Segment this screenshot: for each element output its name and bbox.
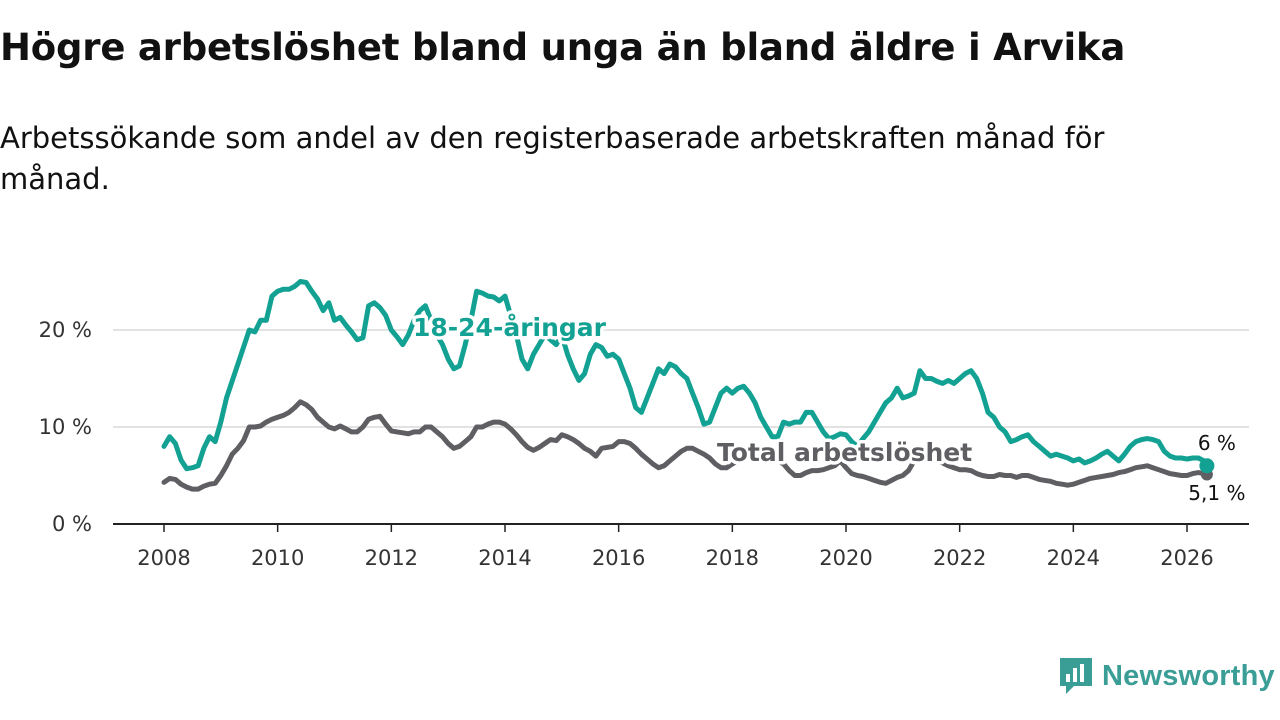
x-tick-label: 2026 xyxy=(1160,546,1213,570)
x-tick-label: 2014 xyxy=(478,546,531,570)
x-tick-label: 2012 xyxy=(365,546,418,570)
series-line-18-24-ringar xyxy=(161,279,1210,472)
end-value-label-youth: 6 % xyxy=(1198,431,1236,455)
newsworthy-logo: Newsworthy xyxy=(1058,655,1275,697)
series-label-youth: 18-24-åringar xyxy=(413,313,607,342)
end-value-label-total: 5,1 % xyxy=(1188,481,1245,505)
label-layer: 18-24-åringar Total arbetslöshet 6 % 5,1 % xyxy=(410,310,1249,509)
chart-title: Högre arbetslöshet bland unga än bland ä… xyxy=(0,26,1126,69)
series-line-total-arbetsl-shet xyxy=(161,399,1210,492)
series-layer xyxy=(161,279,1215,492)
x-tick-label: 2018 xyxy=(706,546,759,570)
chart-subtitle: Arbetssökande som andel av den registerb… xyxy=(0,121,1105,196)
newsworthy-icon xyxy=(1060,658,1092,694)
x-tick-label: 2016 xyxy=(592,546,645,570)
x-tick-label: 2008 xyxy=(137,546,190,570)
x-tick-label: 2024 xyxy=(1047,546,1100,570)
x-tick-label: 2022 xyxy=(933,546,986,570)
brand-name: Newsworthy xyxy=(1102,659,1275,692)
series-label-total: Total arbetslöshet xyxy=(717,438,972,467)
series-endpoint xyxy=(1199,458,1215,474)
grid-layer xyxy=(113,329,1249,428)
axis-layer: 0 % 10 % 20 % 2008 2010 2012 2014 2016 2018 2020 2… xyxy=(39,318,1249,570)
y-tick-label: 20 % xyxy=(39,318,92,342)
y-tick-label: 10 % xyxy=(39,415,92,439)
x-tick-label: 2010 xyxy=(251,546,304,570)
y-tick-label: 0 % xyxy=(52,512,92,536)
x-tick-label: 2020 xyxy=(819,546,872,570)
